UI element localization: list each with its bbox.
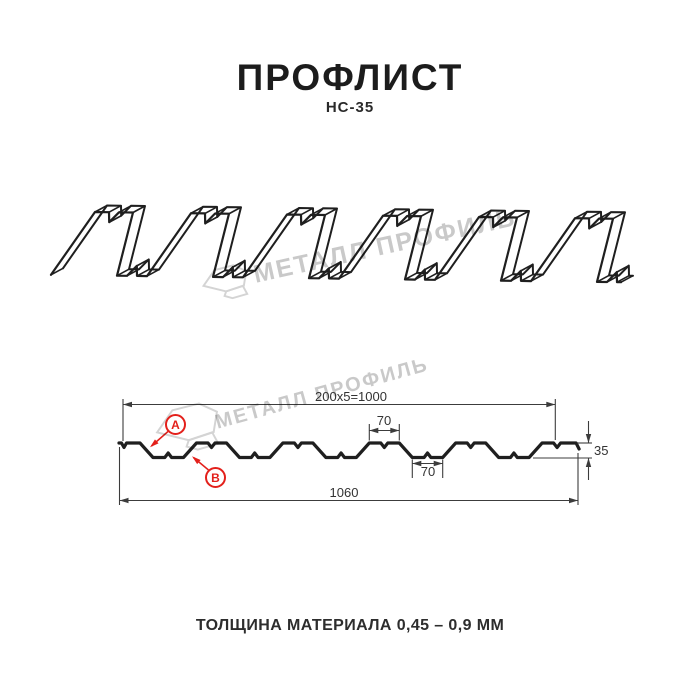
callout-a-badge: А bbox=[165, 414, 186, 435]
metall-profil-logo-icon bbox=[201, 264, 249, 300]
callout-b-badge: В bbox=[205, 467, 226, 488]
profile-model-label: НС-35 bbox=[325, 99, 375, 116]
dimension-height: 35 bbox=[594, 443, 609, 458]
metall-profil-logo-icon bbox=[155, 402, 220, 451]
dimension-crest-width: 70 bbox=[376, 413, 392, 428]
dimension-working-width: 200x5=1000 bbox=[315, 389, 387, 404]
material-thickness-note: ТОЛЩИНА МАТЕРИАЛА 0,45 – 0,9 ММ bbox=[195, 617, 505, 634]
page-title: ПРОФЛИСТ bbox=[236, 57, 464, 98]
dimension-valley-width: 70 bbox=[420, 464, 436, 479]
dimension-full-width: 1060 bbox=[329, 485, 359, 500]
